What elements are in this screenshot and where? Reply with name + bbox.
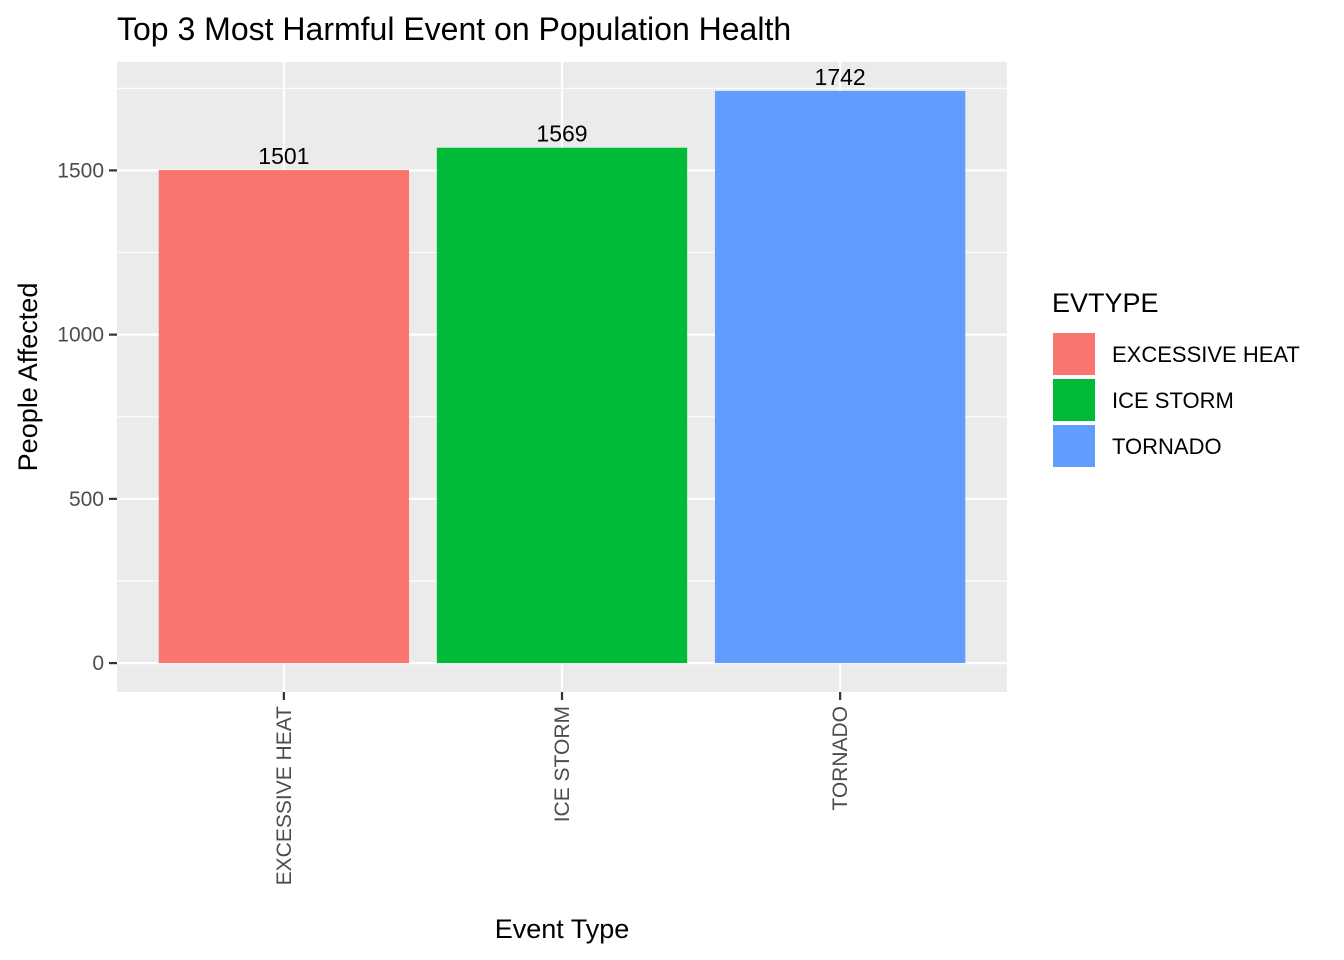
- x-tick-label: ICE STORM: [551, 706, 574, 822]
- legend-key: [1051, 423, 1097, 469]
- bar-labels: 1501 1569 1742: [258, 64, 865, 169]
- bar: [714, 90, 966, 664]
- bar: [158, 170, 410, 664]
- bars: [158, 90, 966, 664]
- legend-label: TORNADO: [1112, 434, 1222, 459]
- x-tick-label: TORNADO: [829, 706, 852, 811]
- y-tick-label: 1500: [57, 159, 104, 182]
- bar: [436, 147, 688, 664]
- y-axis-title: People Affected: [13, 283, 43, 472]
- y-tick-label: 0: [92, 652, 104, 675]
- legend-title: EVTYPE: [1052, 288, 1159, 318]
- legend-label: EXCESSIVE HEAT: [1112, 342, 1300, 367]
- chart-title: Top 3 Most Harmful Event on Population H…: [117, 11, 791, 47]
- x-axis-title: Event Type: [495, 914, 630, 944]
- legend-label: ICE STORM: [1112, 388, 1234, 413]
- bar-value-label: 1569: [536, 121, 587, 147]
- x-axis: EXCESSIVE HEAT ICE STORM TORNADO: [273, 692, 852, 885]
- legend-key: [1051, 331, 1097, 377]
- y-axis: 0 500 1000 1500: [57, 159, 117, 675]
- bar-value-label: 1501: [258, 143, 309, 169]
- y-tick-label: 500: [69, 488, 104, 511]
- bar-value-label: 1742: [815, 64, 866, 90]
- x-tick-label: EXCESSIVE HEAT: [273, 706, 296, 886]
- y-tick-label: 1000: [57, 324, 104, 347]
- legend: EVTYPE EXCESSIVE HEAT ICE STORM TORNADO: [1051, 288, 1300, 469]
- legend-key: [1051, 377, 1097, 423]
